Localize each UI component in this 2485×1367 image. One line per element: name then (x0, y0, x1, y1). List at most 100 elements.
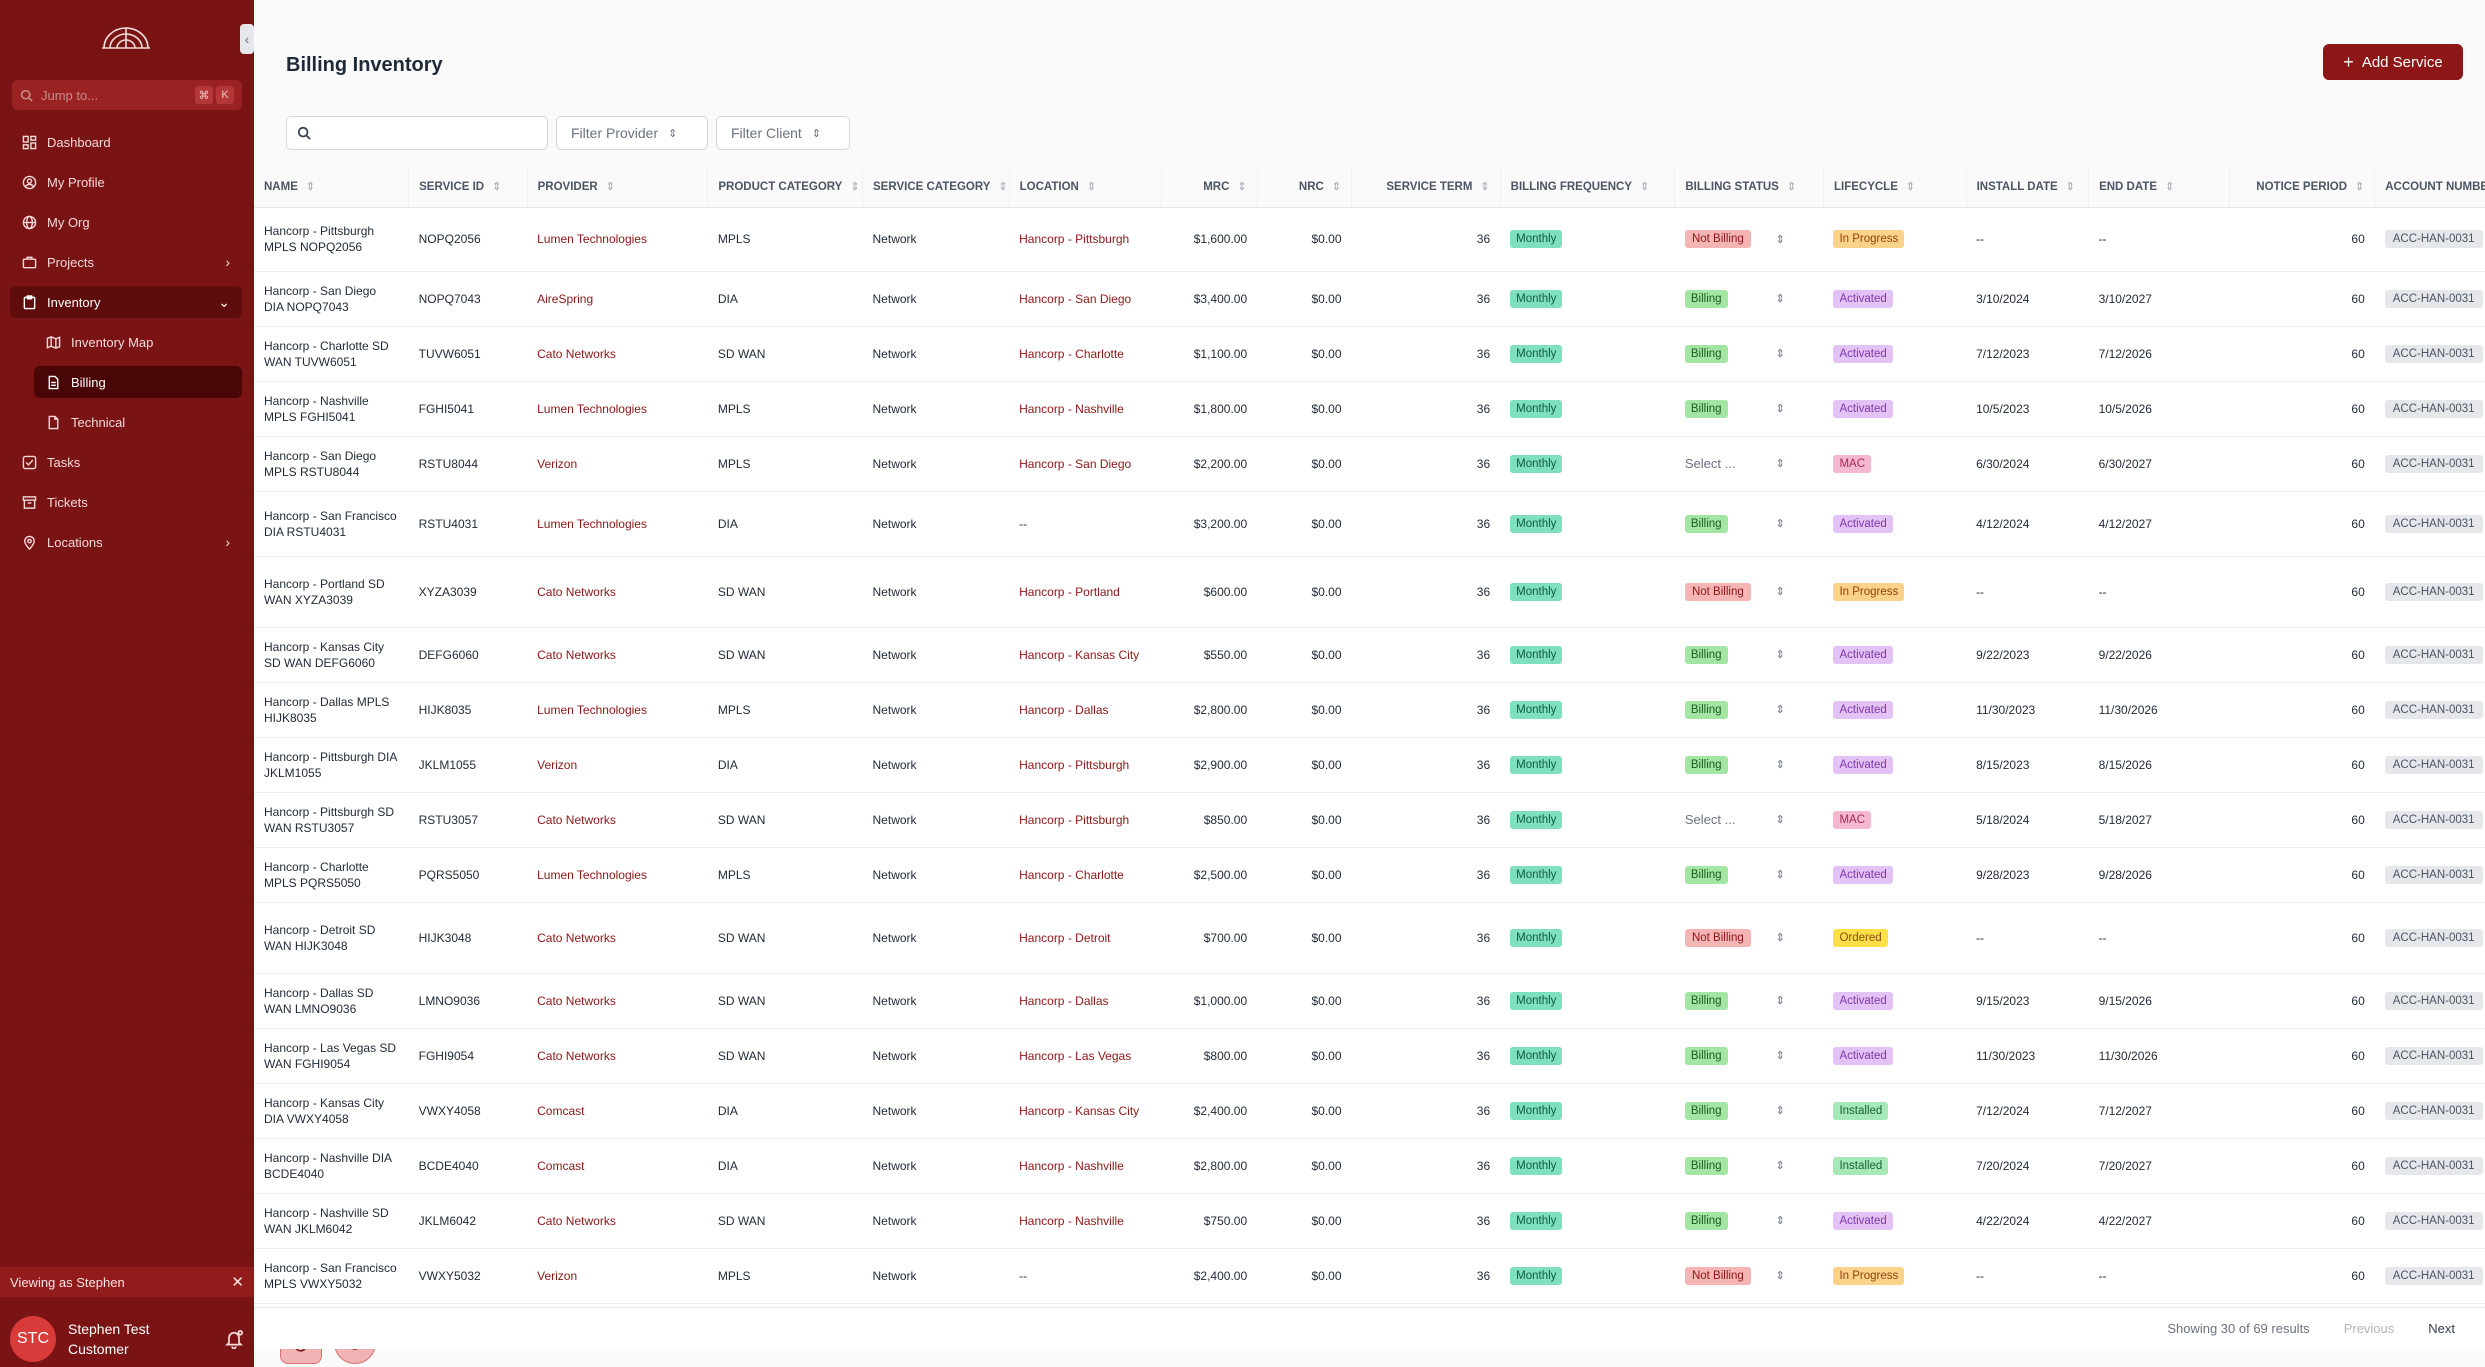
nav-billing[interactable]: Billing (34, 366, 242, 398)
billing-status-select[interactable]: Not Billing ⇕ (1684, 582, 1785, 601)
billing-status-select[interactable]: Billing ⇕ (1684, 755, 1785, 774)
column-header[interactable]: INSTALL DATE ⇕ (1966, 167, 2090, 208)
billing-status-select[interactable]: Billing ⇕ (1684, 514, 1785, 533)
location-link[interactable]: Hancorp - Nashville (1009, 1138, 1162, 1194)
column-header[interactable]: BILLING STATUS ⇕ (1674, 167, 1824, 208)
billing-status-select[interactable]: Select ... ⇕ (1685, 812, 1785, 827)
column-header[interactable]: LIFECYCLE ⇕ (1823, 167, 1967, 208)
service-name-cell[interactable]: Hancorp - San Francisco DIA RSTU4031 (254, 491, 409, 557)
table-row[interactable]: Hancorp - San Francisco MPLS VWXY5032 VWX… (254, 1248, 2485, 1304)
service-name-cell[interactable]: Hancorp - Pittsburgh SD WAN RSTU3057 (254, 792, 409, 848)
sort-icon[interactable]: ⇕ (605, 181, 615, 194)
column-header[interactable]: LOCATION ⇕ (1009, 167, 1163, 208)
service-name-cell[interactable]: Hancorp - Dallas SD WAN LMNO9036 (254, 973, 409, 1029)
provider-link[interactable]: Comcast (527, 1138, 708, 1194)
provider-link[interactable]: AireSpring (527, 271, 708, 327)
location-link[interactable]: Hancorp - Pittsburgh (1009, 737, 1162, 793)
provider-link[interactable]: Cato Networks (527, 1193, 708, 1249)
location-link[interactable]: Hancorp - Pittsburgh (1009, 792, 1162, 848)
provider-link[interactable]: Verizon (527, 436, 708, 492)
billing-status-select[interactable]: Billing ⇕ (1684, 289, 1785, 308)
table-row[interactable]: Hancorp - San Diego DIA NOPQ7043 NOPQ7043… (254, 271, 2485, 327)
provider-link[interactable]: Verizon (527, 737, 708, 793)
logo-icon[interactable] (100, 24, 152, 52)
location-link[interactable]: Hancorp - Dallas (1009, 682, 1162, 738)
provider-link[interactable]: Lumen Technologies (527, 207, 708, 272)
filter-client-select[interactable]: Filter Client ⇕ (716, 116, 850, 150)
next-button[interactable]: Next (2428, 1321, 2455, 1336)
service-name-cell[interactable]: Hancorp - Charlotte MPLS PQRS5050 (254, 847, 409, 903)
service-name-cell[interactable]: Hancorp - Portland SD WAN XYZA3039 (254, 556, 409, 628)
table-row[interactable]: Hancorp - Las Vegas SD WAN FGHI9054 FGHI9… (254, 1028, 2485, 1084)
location-link[interactable]: Hancorp - Portland (1009, 556, 1162, 628)
service-name-cell[interactable]: Hancorp - Nashville DIA BCDE4040 (254, 1138, 409, 1194)
billing-status-select[interactable]: Billing ⇕ (1684, 1156, 1785, 1175)
table-row[interactable]: Hancorp - Kansas City DIA VWXY4058 VWXY40… (254, 1083, 2485, 1139)
close-icon[interactable]: ✕ (231, 1274, 244, 1291)
location-link[interactable]: Hancorp - Kansas City (1009, 627, 1162, 683)
billing-status-select[interactable]: Billing ⇕ (1684, 865, 1785, 884)
service-name-cell[interactable]: Hancorp - Charlotte SD WAN TUVW6051 (254, 326, 409, 382)
sort-icon[interactable]: ⇕ (1480, 181, 1490, 194)
nav-inventory-map[interactable]: Inventory Map (34, 326, 242, 358)
search-input[interactable] (319, 125, 537, 141)
column-header[interactable]: SERVICE ID ⇕ (408, 167, 528, 208)
table-row[interactable]: Hancorp - Dallas SD WAN LMNO9036 LMNO9036… (254, 973, 2485, 1029)
service-name-cell[interactable]: Hancorp - Dallas MPLS HIJK8035 (254, 682, 409, 738)
billing-status-select[interactable]: Select ... ⇕ (1685, 456, 1785, 471)
column-header[interactable]: NRC ⇕ (1257, 167, 1353, 208)
billing-status-select[interactable]: Billing ⇕ (1684, 700, 1785, 719)
billing-status-select[interactable]: Not Billing ⇕ (1684, 230, 1785, 248)
table-row[interactable]: Hancorp - Nashville SD WAN JKLM6042 JKLM6… (254, 1193, 2485, 1249)
provider-link[interactable]: Comcast (527, 1083, 708, 1139)
service-name-cell[interactable]: Hancorp - Las Vegas SD WAN FGHI9054 (254, 1028, 409, 1084)
sort-icon[interactable]: ⇕ (305, 181, 316, 194)
sort-icon[interactable]: ⇕ (1331, 181, 1342, 194)
sort-icon[interactable]: ⇕ (492, 181, 502, 194)
filter-provider-select[interactable]: Filter Provider ⇕ (556, 116, 708, 150)
provider-link[interactable]: Lumen Technologies (527, 381, 708, 437)
column-header[interactable]: NOTICE PERIOD ⇕ (2229, 167, 2376, 208)
nav-technical[interactable]: Technical (34, 406, 242, 438)
service-name-cell[interactable]: Hancorp - San Diego DIA NOPQ7043 (254, 271, 409, 327)
nav-my-profile[interactable]: My Profile (10, 166, 242, 198)
provider-link[interactable]: Verizon (527, 1248, 708, 1304)
column-header[interactable]: SERVICE TERM ⇕ (1351, 167, 1501, 208)
location-link[interactable]: Hancorp - Detroit (1009, 902, 1162, 974)
sort-icon[interactable]: ⇕ (998, 181, 1008, 194)
provider-link[interactable]: Cato Networks (527, 902, 708, 974)
provider-link[interactable]: Cato Networks (527, 627, 708, 683)
sort-icon[interactable]: ⇕ (850, 181, 860, 194)
location-link[interactable]: Hancorp - Dallas (1009, 973, 1162, 1029)
column-header[interactable]: SERVICE CATEGORY ⇕ (862, 167, 1010, 208)
nav-tasks[interactable]: Tasks (10, 446, 242, 478)
provider-link[interactable]: Cato Networks (527, 1028, 708, 1084)
billing-status-select[interactable]: Not Billing ⇕ (1684, 928, 1785, 947)
billing-status-select[interactable]: Billing ⇕ (1684, 344, 1785, 363)
provider-link[interactable]: Cato Networks (527, 556, 708, 628)
column-header[interactable]: NAME ⇕ (254, 167, 410, 208)
sort-icon[interactable]: ⇕ (2165, 181, 2175, 194)
jump-to-search[interactable]: Jump to... ⌘ K (12, 80, 242, 110)
nav-inventory[interactable]: Inventory ⌄ (10, 286, 242, 318)
table-row[interactable]: Hancorp - Dallas MPLS HIJK8035 HIJK8035 Lu… (254, 682, 2485, 738)
billing-status-select[interactable]: Billing ⇕ (1684, 1211, 1785, 1230)
table-row[interactable]: Hancorp - Pittsburgh MPLS NOPQ2056 NOPQ20… (254, 207, 2485, 272)
nav-locations[interactable]: Locations › (10, 526, 242, 558)
location-link[interactable]: Hancorp - San Diego (1009, 271, 1162, 327)
provider-link[interactable]: Lumen Technologies (527, 491, 708, 557)
table-row[interactable]: Hancorp - Pittsburgh SD WAN RSTU3057 RSTU… (254, 792, 2485, 848)
column-header[interactable]: PROVIDER ⇕ (527, 167, 709, 208)
nav-tickets[interactable]: Tickets (10, 486, 242, 518)
column-header[interactable]: END DATE ⇕ (2088, 167, 2230, 208)
table-row[interactable]: Hancorp - Charlotte MPLS PQRS5050 PQRS505… (254, 847, 2485, 903)
collapse-sidebar-button[interactable]: ‹ (240, 24, 254, 54)
table-row[interactable]: Hancorp - Nashville DIA BCDE4040 BCDE4040… (254, 1138, 2485, 1194)
billing-status-select[interactable]: Billing ⇕ (1684, 399, 1785, 418)
table-row[interactable]: Hancorp - Detroit SD WAN HIJK3048 HIJK304… (254, 902, 2485, 974)
billing-status-select[interactable]: Billing ⇕ (1684, 991, 1785, 1010)
service-name-cell[interactable]: Hancorp - Detroit SD WAN HIJK3048 (254, 902, 409, 974)
location-link[interactable]: Hancorp - Kansas City (1009, 1083, 1162, 1139)
service-name-cell[interactable]: Hancorp - Kansas City DIA VWXY4058 (254, 1083, 409, 1139)
add-service-button[interactable]: + Add Service (2323, 44, 2463, 80)
